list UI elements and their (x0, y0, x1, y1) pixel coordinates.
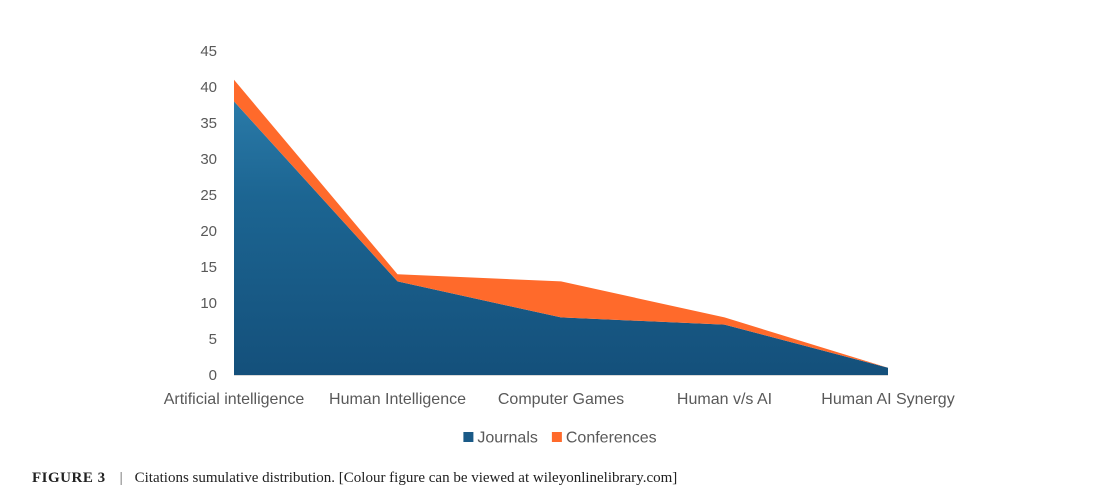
y-tick-label: 0 (209, 367, 217, 384)
x-category-label: Artificial intelligence (164, 391, 305, 408)
legend-swatch-journals (463, 432, 474, 442)
legend: Journals Conferences (463, 430, 657, 447)
y-tick-label: 30 (200, 151, 217, 168)
legend-swatch-conferences (551, 432, 562, 442)
y-tick-label: 5 (209, 331, 217, 348)
y-tick-label: 10 (200, 295, 217, 312)
y-tick-label: 25 (200, 187, 217, 204)
figure-caption: FIGURE 3 | Citations sumulative distributi… (32, 470, 677, 487)
x-axis-category-labels: Artificial intelligence Human Intelligenc… (164, 391, 955, 408)
legend-label-journals: Journals (477, 430, 537, 447)
y-tick-label: 35 (200, 115, 217, 132)
caption-text: Citations sumulative distribution. [Colo… (134, 470, 678, 486)
x-category-label: Human Intelligence (329, 391, 466, 408)
figure-label: FIGURE 3 (32, 470, 106, 486)
legend-label-conferences: Conferences (566, 430, 657, 447)
y-axis-tick-labels: 0 5 10 15 20 25 30 35 40 45 (200, 43, 217, 384)
plot-areas (234, 79, 888, 376)
y-tick-label: 45 (200, 43, 217, 60)
x-category-label: Human v/s AI (677, 391, 772, 408)
caption-separator: | (119, 470, 123, 486)
y-tick-label: 40 (200, 79, 217, 96)
y-tick-label: 20 (200, 223, 217, 240)
area-series-conferences (234, 79, 888, 368)
area-series-journals (234, 101, 888, 376)
y-tick-label: 15 (200, 259, 217, 276)
x-category-label: Human AI Synergy (821, 391, 954, 408)
x-category-label: Computer Games (498, 391, 624, 408)
area-chart: 0 5 10 15 20 25 30 35 40 45 Artificial intelligen… (164, 43, 955, 447)
